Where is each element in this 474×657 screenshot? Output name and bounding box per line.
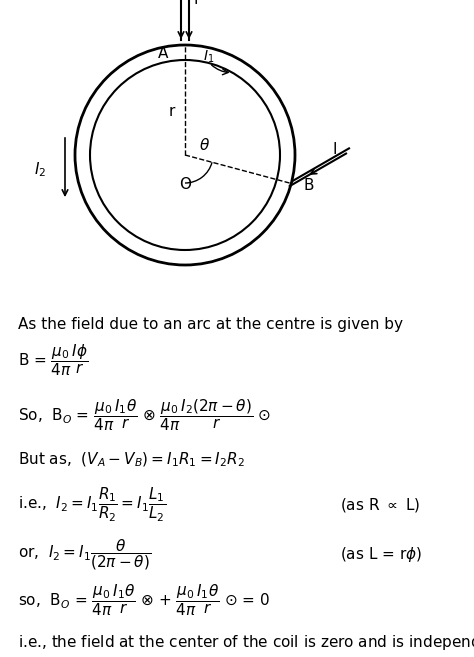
Text: O: O	[179, 177, 191, 192]
Text: $\theta$: $\theta$	[199, 137, 210, 153]
Text: $I_1$: $I_1$	[203, 49, 214, 65]
Text: (as L = r$\phi$): (as L = r$\phi$)	[340, 545, 422, 564]
Text: $I_2$: $I_2$	[34, 161, 46, 179]
Text: B = $\dfrac{\mu_0}{4\pi}\dfrac{I\phi}{r}$: B = $\dfrac{\mu_0}{4\pi}\dfrac{I\phi}{r}…	[18, 342, 88, 378]
Text: I: I	[333, 143, 337, 157]
Text: A: A	[158, 45, 168, 60]
Text: I: I	[194, 0, 199, 7]
Text: As the field due to an arc at the centre is given by: As the field due to an arc at the centre…	[18, 317, 403, 332]
Text: So,  B$_O$ = $\dfrac{\mu_0}{4\pi}\dfrac{I_1\theta}{r}$ $\otimes$ $\dfrac{\mu_0}{: So, B$_O$ = $\dfrac{\mu_0}{4\pi}\dfrac{I…	[18, 397, 271, 433]
Text: But as,  $(V_A -V_B) = I_1R_1 = I_2R_2$: But as, $(V_A -V_B) = I_1R_1 = I_2R_2$	[18, 451, 245, 469]
Text: i.e., the field at the center of the coil is zero and is independent of  $\theta: i.e., the field at the center of the coi…	[18, 633, 474, 652]
Text: i.e.,  $I_2 = I_1\dfrac{R_1}{R_2} = I_1\dfrac{L_1}{L_2}$: i.e., $I_2 = I_1\dfrac{R_1}{R_2} = I_1\d…	[18, 486, 166, 524]
Text: B: B	[303, 178, 314, 193]
Text: so,  B$_O$ = $\dfrac{\mu_0}{4\pi}\dfrac{I_1\theta}{r}$ $\otimes$ + $\dfrac{\mu_0: so, B$_O$ = $\dfrac{\mu_0}{4\pi}\dfrac{I…	[18, 582, 270, 618]
Text: r: r	[169, 104, 175, 118]
Text: or,  $I_2 = I_1\dfrac{\theta}{(2\pi - \theta)}$: or, $I_2 = I_1\dfrac{\theta}{(2\pi - \th…	[18, 537, 151, 572]
Text: (as R $\propto$ L): (as R $\propto$ L)	[340, 496, 420, 514]
